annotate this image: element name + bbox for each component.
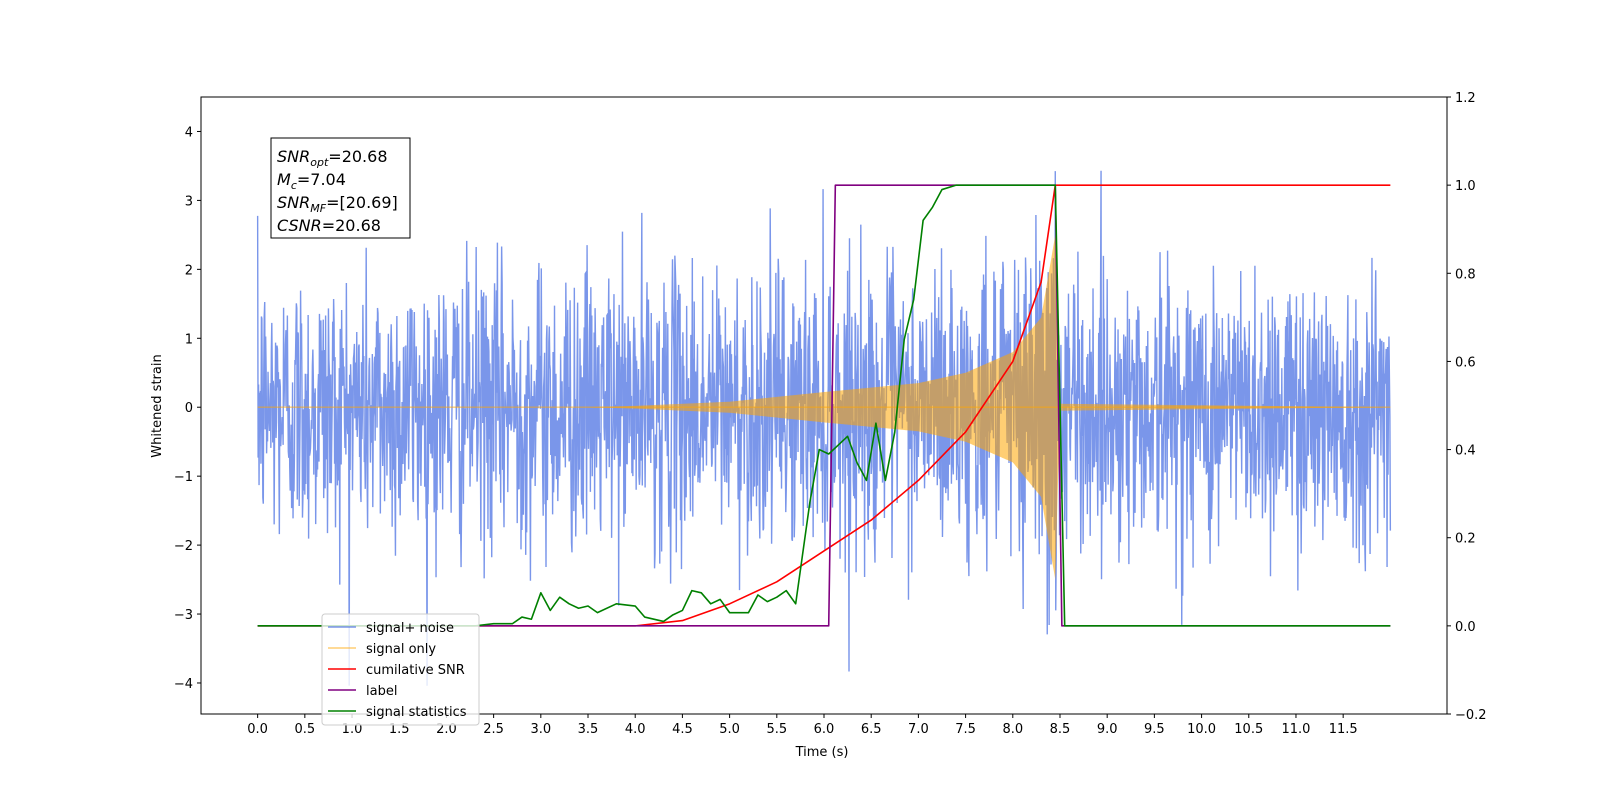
x-tick-label: 6.0 xyxy=(814,722,835,737)
plot-area xyxy=(256,170,1392,686)
x-tick-label: 6.5 xyxy=(861,722,882,737)
y2-tick-label: 0.0 xyxy=(1455,620,1476,635)
legend-frame xyxy=(321,613,480,726)
legend-label: signal statistics xyxy=(366,705,467,720)
series-line xyxy=(257,184,1391,627)
x-axis-label: Time (s) xyxy=(795,745,849,760)
x-tick-label: 8.5 xyxy=(1050,722,1071,737)
y-tick-label: 2 xyxy=(185,263,193,278)
series-group xyxy=(256,170,1392,686)
annotation-symbol: M xyxy=(277,170,291,189)
annotation-box: SNRopt=20.68Mc=7.04SNRMF=[20.69]CSNR=20.… xyxy=(270,137,411,239)
series-cumilative-snr xyxy=(257,184,1391,627)
legend: signal+ noise signal only cumilative SNR la… xyxy=(321,613,480,726)
y2-tick-label: 0.6 xyxy=(1455,355,1476,370)
x-tick-label: 10.0 xyxy=(1187,722,1216,737)
x-tick-label: 5.5 xyxy=(766,722,787,737)
annotation-symbol: SNR xyxy=(277,193,310,212)
y2-tick-label: −0.2 xyxy=(1455,708,1487,723)
series-signal-noise xyxy=(256,170,1392,686)
y-tick-label: 1 xyxy=(185,332,193,347)
x-tick-label: 0.0 xyxy=(247,722,268,737)
y-axis-right: −0.2 0.0 0.2 0.4 0.6 0.8 1.0 1.2 xyxy=(1447,91,1487,723)
series-signal-statistics xyxy=(257,184,1391,627)
annotation-value: =20.68 xyxy=(322,216,381,235)
annotation-value: =20.68 xyxy=(328,147,387,166)
annotation-subscript: MF xyxy=(310,202,326,215)
x-tick-label: 9.0 xyxy=(1097,722,1118,737)
y-tick-label: −2 xyxy=(174,539,193,554)
series-signal-only xyxy=(257,234,1391,580)
x-tick-label: 10.5 xyxy=(1234,722,1263,737)
annotation-subscript: c xyxy=(291,179,297,192)
y-tick-label: −4 xyxy=(174,677,193,692)
y-axis-label: Whitened strain xyxy=(150,354,165,457)
x-tick-label: 7.5 xyxy=(955,722,976,737)
x-tick-label: 2.0 xyxy=(436,722,457,737)
y-tick-label: −3 xyxy=(174,608,193,623)
legend-label: signal only xyxy=(366,642,436,657)
series-line xyxy=(256,170,1392,686)
x-tick-label: 3.5 xyxy=(578,722,599,737)
annotation-line: CSNR=20.68 xyxy=(277,216,381,235)
x-tick-label: 8.0 xyxy=(1002,722,1023,737)
y2-tick-label: 0.2 xyxy=(1455,532,1476,547)
x-tick-label: 0.5 xyxy=(294,722,315,737)
x-tick-label: 11.5 xyxy=(1329,722,1358,737)
x-axis: 0.0 0.5 1.0 1.5 2.0 2.5 3.0 3.5 4.0 4.5 5.0 5.5 6.0 6… xyxy=(247,714,1358,737)
x-tick-label: 2.5 xyxy=(483,722,504,737)
annotation-line: SNRopt=20.68 xyxy=(277,147,388,169)
y-tick-label: −1 xyxy=(174,470,193,485)
annotation-symbol: CSNR xyxy=(277,216,322,235)
annotation-line: SNRMF=[20.69] xyxy=(277,193,398,215)
annotation-symbol: SNR xyxy=(277,147,310,166)
y-tick-label: 0 xyxy=(185,401,193,416)
x-tick-label: 5.0 xyxy=(719,722,740,737)
y-tick-label: 4 xyxy=(185,125,193,140)
x-tick-label: 1.0 xyxy=(342,722,363,737)
y-axis-left: −4 −3 −2 −1 0 1 2 3 4 xyxy=(174,125,201,692)
x-tick-label: 7.0 xyxy=(908,722,929,737)
legend-label: signal+ noise xyxy=(366,621,454,636)
annotation-subscript: opt xyxy=(310,156,329,169)
x-tick-label: 9.5 xyxy=(1144,722,1165,737)
series-line xyxy=(257,184,1391,627)
legend-label: label xyxy=(366,684,397,699)
legend-label: cumilative SNR xyxy=(366,663,465,678)
x-tick-label: 4.0 xyxy=(625,722,646,737)
annotation-frame xyxy=(270,137,411,239)
x-tick-label: 3.0 xyxy=(530,722,551,737)
y-tick-label: 3 xyxy=(185,194,193,209)
y2-tick-label: 1.2 xyxy=(1455,91,1476,106)
y2-tick-label: 0.8 xyxy=(1455,267,1476,282)
x-tick-label: 11.0 xyxy=(1281,722,1310,737)
annotation-value: =[20.69] xyxy=(326,193,398,212)
y2-tick-label: 1.0 xyxy=(1455,179,1476,194)
annotation-value: =7.04 xyxy=(297,170,346,189)
x-tick-label: 1.5 xyxy=(389,722,410,737)
annotation-line: Mc=7.04 xyxy=(277,170,346,192)
x-tick-label: 4.5 xyxy=(672,722,693,737)
y2-tick-label: 0.4 xyxy=(1455,444,1476,459)
